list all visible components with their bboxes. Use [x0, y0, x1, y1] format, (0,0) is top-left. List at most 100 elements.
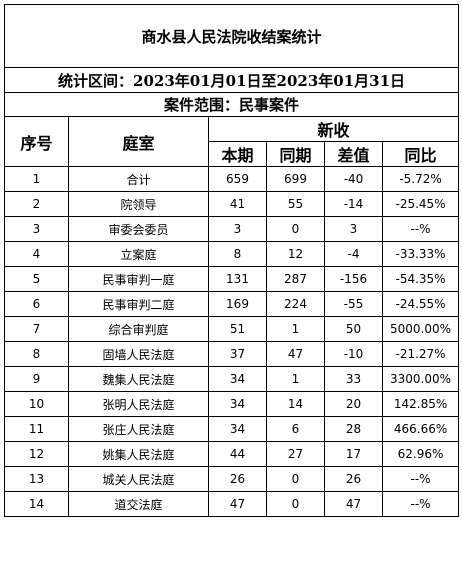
- header-ratio: 同比: [381, 141, 460, 167]
- cell-ratio: -33.33%: [381, 241, 460, 267]
- cell-court: 综合审判庭: [68, 316, 209, 342]
- cell-ratio: --%: [381, 216, 460, 242]
- cell-diff: 50: [324, 316, 383, 342]
- table-row: 2 院领导 41 55 -14 -25.45%: [4, 191, 460, 217]
- cell-court: 审委会委员: [68, 216, 209, 242]
- header-diff: 差值: [324, 141, 383, 167]
- cell-seq: 3: [4, 216, 69, 242]
- header-court: 庭室: [68, 116, 209, 167]
- table-row: 11 张庄人民法庭 34 6 28 466.66%: [4, 416, 460, 442]
- table-row: 4 立案庭 8 12 -4 -33.33%: [4, 241, 460, 267]
- cell-seq: 11: [4, 416, 69, 442]
- cell-same-period: 27: [266, 441, 325, 467]
- cell-current: 41: [208, 191, 267, 217]
- cell-current: 169: [208, 291, 267, 317]
- statistics-table: 商水县人民法院收结案统计 统计区间：2023年01月01日至2023年01月31…: [3, 4, 460, 517]
- cell-diff: -10: [324, 341, 383, 367]
- cell-same-period: 0: [266, 216, 325, 242]
- cell-court: 城关人民法庭: [68, 466, 209, 492]
- cell-ratio: -25.45%: [381, 191, 460, 217]
- cell-current: 659: [208, 166, 267, 192]
- cell-same-period: 699: [266, 166, 325, 192]
- cell-current: 51: [208, 316, 267, 342]
- cell-diff: -14: [324, 191, 383, 217]
- cell-same-period: 12: [266, 241, 325, 267]
- cell-ratio: -54.35%: [381, 266, 460, 292]
- cell-court: 合计: [68, 166, 209, 192]
- cell-current: 37: [208, 341, 267, 367]
- cell-same-period: 1: [266, 316, 325, 342]
- cell-seq: 9: [4, 366, 69, 392]
- table-row: 10 张明人民法庭 34 14 20 142.85%: [4, 391, 460, 417]
- table-row: 12 姚集人民法庭 44 27 17 62.96%: [4, 441, 460, 467]
- cell-current: 34: [208, 366, 267, 392]
- cell-seq: 6: [4, 291, 69, 317]
- cell-court: 姚集人民法庭: [68, 441, 209, 467]
- cell-ratio: -21.27%: [381, 341, 460, 367]
- table-row: 8 固墙人民法庭 37 47 -10 -21.27%: [4, 341, 460, 367]
- cell-court: 道交法庭: [68, 491, 209, 517]
- cell-same-period: 0: [266, 466, 325, 492]
- cell-diff: 28: [324, 416, 383, 442]
- cell-court: 张庄人民法庭: [68, 416, 209, 442]
- cell-same-period: 47: [266, 341, 325, 367]
- table-row: 9 魏集人民法庭 34 1 33 3300.00%: [4, 366, 460, 392]
- cell-same-period: 55: [266, 191, 325, 217]
- table-row: 14 道交法庭 47 0 47 --%: [4, 491, 460, 517]
- cell-court: 院领导: [68, 191, 209, 217]
- cell-same-period: 1: [266, 366, 325, 392]
- cell-court: 民事审判二庭: [68, 291, 209, 317]
- cell-same-period: 287: [266, 266, 325, 292]
- cell-diff: -4: [324, 241, 383, 267]
- cell-current: 8: [208, 241, 267, 267]
- cell-seq: 2: [4, 191, 69, 217]
- cell-seq: 5: [4, 266, 69, 292]
- cell-seq: 8: [4, 341, 69, 367]
- header-new-cases: 新收: [207, 116, 460, 142]
- cell-seq: 12: [4, 441, 69, 467]
- cell-diff: 17: [324, 441, 383, 467]
- cell-same-period: 14: [266, 391, 325, 417]
- header-current: 本期: [208, 141, 267, 167]
- cell-diff: -156: [324, 266, 383, 292]
- cell-seq: 4: [4, 241, 69, 267]
- table-row: 6 民事审判二庭 169 224 -55 -24.55%: [4, 291, 460, 317]
- cell-ratio: --%: [381, 466, 460, 492]
- cell-court: 固墙人民法庭: [68, 341, 209, 367]
- cell-diff: 20: [324, 391, 383, 417]
- cell-ratio: 62.96%: [381, 441, 460, 467]
- cell-ratio: -24.55%: [381, 291, 460, 317]
- cell-current: 3: [208, 216, 267, 242]
- cell-diff: 3: [324, 216, 383, 242]
- cell-court: 张明人民法庭: [68, 391, 209, 417]
- statistics-sheet: 商水县人民法院收结案统计 统计区间：2023年01月01日至2023年01月31…: [3, 4, 460, 566]
- cell-diff: -55: [324, 291, 383, 317]
- cell-current: 131: [208, 266, 267, 292]
- table-row: 3 审委会委员 3 0 3 --%: [4, 216, 460, 242]
- table-row: 13 城关人民法庭 26 0 26 --%: [4, 466, 460, 492]
- table-row: 1 合计 659 699 -40 -5.72%: [4, 166, 460, 192]
- cell-current: 34: [208, 416, 267, 442]
- cell-ratio: 142.85%: [381, 391, 460, 417]
- cell-seq: 7: [4, 316, 69, 342]
- cell-court: 民事审判一庭: [68, 266, 209, 292]
- cell-ratio: -5.72%: [381, 166, 460, 192]
- case-scope: 案件范围：民事案件: [3, 92, 460, 117]
- cell-court: 立案庭: [68, 241, 209, 267]
- cell-same-period: 0: [266, 491, 325, 517]
- cell-current: 44: [208, 441, 267, 467]
- cell-ratio: 3300.00%: [381, 366, 460, 392]
- cell-diff: 26: [324, 466, 383, 492]
- cell-ratio: --%: [381, 491, 460, 517]
- cell-same-period: 6: [266, 416, 325, 442]
- cell-diff: -40: [324, 166, 383, 192]
- cell-current: 34: [208, 391, 267, 417]
- cell-diff: 33: [324, 366, 383, 392]
- cell-ratio: 466.66%: [381, 416, 460, 442]
- cell-court: 魏集人民法庭: [68, 366, 209, 392]
- cell-diff: 47: [324, 491, 383, 517]
- cell-same-period: 224: [266, 291, 325, 317]
- header-seq: 序号: [4, 116, 69, 167]
- table-row: 5 民事审判一庭 131 287 -156 -54.35%: [4, 266, 460, 292]
- cell-ratio: 5000.00%: [381, 316, 460, 342]
